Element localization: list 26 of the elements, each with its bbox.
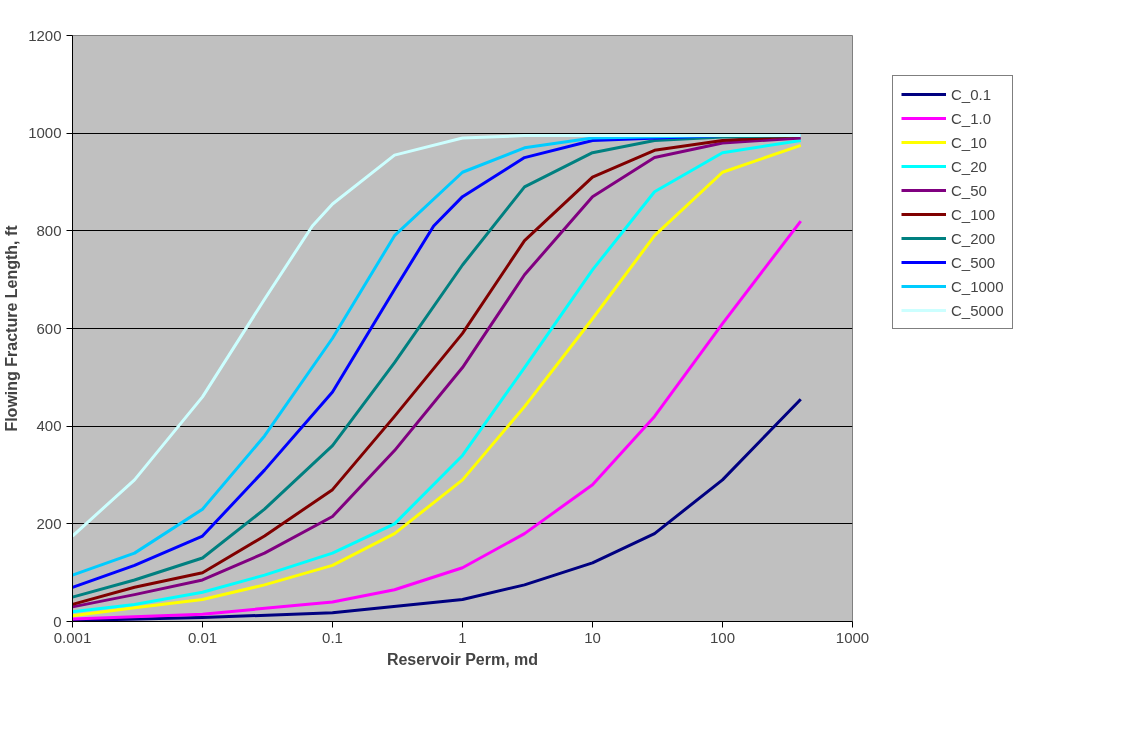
x-tick-label: 10 (584, 628, 601, 646)
y-tick-label: 1000 (28, 124, 62, 142)
y-tick-label: 800 (36, 221, 62, 239)
legend-label: C_1000 (951, 277, 1004, 295)
x-tick-label: 1 (458, 628, 467, 646)
legend-label: C_10 (951, 133, 987, 151)
x-tick-label: 0.1 (322, 628, 343, 646)
y-tick-label: 400 (36, 417, 62, 435)
legend-label: C_50 (951, 181, 987, 199)
legend-label: C_500 (951, 253, 996, 271)
x-tick-label: 0.01 (187, 628, 218, 646)
legend-label: C_100 (951, 205, 996, 223)
x-axis-title: Reservoir Perm, md (386, 650, 539, 668)
x-tick-label: 1000 (835, 628, 870, 646)
legend-label: C_1.0 (951, 109, 992, 127)
y-axis-title: Flowing Fracture Length, ft (3, 224, 21, 432)
x-tick-label: 100 (709, 628, 736, 646)
y-tick-label: 1200 (28, 26, 62, 44)
legend-label: C_0.1 (951, 85, 992, 103)
legend-label: C_200 (951, 229, 996, 247)
y-tick-label: 200 (36, 514, 62, 532)
legend-label: C_5000 (951, 301, 1004, 319)
y-tick-label: 0 (53, 612, 62, 630)
y-tick-label: 600 (36, 319, 62, 337)
x-tick-label: 0.001 (53, 628, 92, 646)
legend-label: C_20 (951, 157, 987, 175)
